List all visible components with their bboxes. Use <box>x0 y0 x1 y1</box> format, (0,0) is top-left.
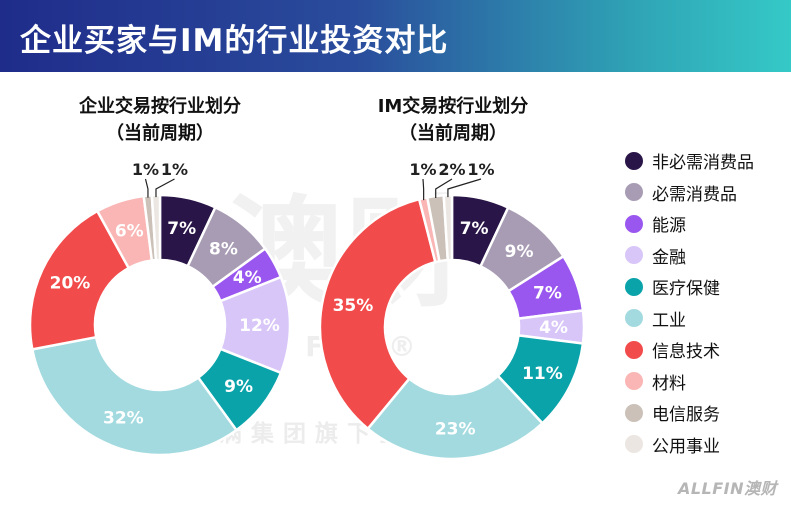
data-label-2-10: 1% <box>467 160 494 179</box>
page-title: 企业买家与IM的行业投资对比 <box>20 23 449 59</box>
legend-item: 公用事业 <box>625 429 754 461</box>
legend-label: 医疗保健 <box>652 279 720 300</box>
legend-swatch <box>625 309 643 328</box>
callout-line-1-10 <box>155 178 175 198</box>
chart1-subtitle: （当前周期） <box>106 123 214 144</box>
legend-item: 金融 <box>625 240 754 272</box>
callout-line-2-10 <box>447 178 482 198</box>
legend-label: 能源 <box>652 216 686 237</box>
callout-line-1-9 <box>144 178 149 198</box>
data-label-1-10: 1% <box>161 160 188 179</box>
donut-chart-2: 7% 9% 7% 4% 11% 23% 35% 1% 2% 1% <box>318 160 586 461</box>
donut-chart-1: 7% 8% 4% 12% 9% 32% 20% 6% 1% 1% <box>28 160 292 457</box>
legend-swatch <box>625 214 643 233</box>
slice-1-10 <box>150 193 162 262</box>
callout-line-2-9 <box>435 178 453 199</box>
legend-item: 工业 <box>625 303 754 335</box>
legend-label: 工业 <box>652 310 686 331</box>
legend-item: 材料 <box>625 366 754 398</box>
legend-label: 公用事业 <box>652 436 720 457</box>
chart1-title-block: 企业交易按行业划分 （当前周期） <box>55 93 265 147</box>
slice-2-10 <box>442 193 454 262</box>
legend-swatch <box>625 151 643 170</box>
legend-swatch <box>625 340 643 359</box>
data-label-2-7: 35% <box>333 296 374 316</box>
legend-swatch <box>625 183 643 202</box>
callout-line-2-8 <box>422 178 425 201</box>
data-label-1-3: 4% <box>233 268 262 288</box>
legend: 非必需消费品 必需消费品能源金融医疗保健工业信息技术材料电信服务公用事业 <box>625 145 754 460</box>
chart2-title: IM交易按行业划分 <box>377 96 529 117</box>
data-label-2-5: 11% <box>522 364 563 384</box>
chart2-subtitle: （当前周期） <box>399 123 507 144</box>
legend-item: 能源 <box>625 208 754 240</box>
data-label-2-2: 9% <box>505 242 534 262</box>
data-label-2-9: 2% <box>438 160 465 179</box>
legend-label: 信息技术 <box>652 342 720 363</box>
legend-label: 电信服务 <box>652 405 720 426</box>
legend-item: 电信服务 <box>625 397 754 429</box>
slice-2-7 <box>318 197 437 431</box>
data-label-2-8: 1% <box>409 160 436 179</box>
data-label-1-8: 6% <box>115 221 144 241</box>
data-label-1-7: 20% <box>50 274 91 294</box>
data-label-2-1: 7% <box>460 219 489 239</box>
data-label-1-2: 8% <box>209 239 238 259</box>
legend-label: 材料 <box>652 373 686 394</box>
legend-item: 信息技术 <box>625 334 754 366</box>
legend-label: 金融 <box>652 247 686 268</box>
chart1-title: 企业交易按行业划分 <box>79 96 241 117</box>
legend-item: 必需消费品 <box>625 177 754 209</box>
data-label-2-4: 4% <box>539 318 568 338</box>
legend-swatch <box>625 246 643 265</box>
data-label-1-9: 1% <box>132 160 159 179</box>
legend-label: 必需消费品 <box>652 184 737 205</box>
slice-1-6 <box>30 335 239 457</box>
data-label-1-5: 9% <box>224 377 253 397</box>
legend-item: 医疗保健 <box>625 271 754 303</box>
chart2-title-block: IM交易按行业划分 （当前周期） <box>348 93 558 147</box>
legend-item: 非必需消费品 <box>625 145 754 177</box>
legend-label: 非必需消费品 <box>652 153 754 174</box>
data-label-1-4: 12% <box>239 316 280 336</box>
header-banner: 企业买家与IM的行业投资对比 <box>0 0 791 72</box>
legend-swatch <box>625 435 643 454</box>
slice-1-7 <box>28 209 131 351</box>
data-label-2-3: 7% <box>533 284 562 304</box>
slice-2-6 <box>366 374 545 461</box>
legend-swatch <box>625 403 643 422</box>
data-label-1-6: 32% <box>103 409 144 429</box>
data-label-2-6: 23% <box>435 419 476 439</box>
data-label-1-1: 7% <box>167 219 196 239</box>
legend-swatch <box>625 372 643 391</box>
legend-swatch <box>625 277 643 296</box>
footer-logo: ALLFIN澳财 <box>677 479 777 498</box>
